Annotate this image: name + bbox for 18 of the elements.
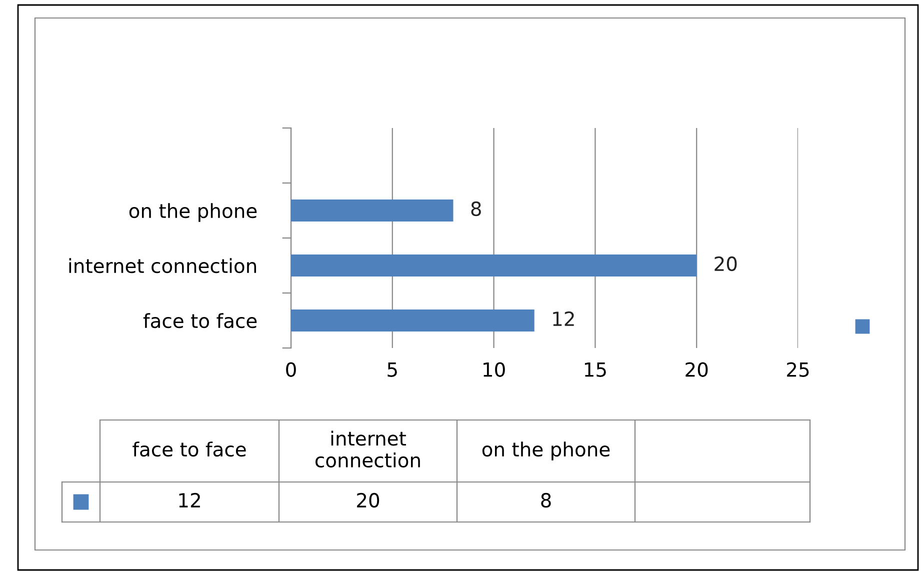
- y-tick-label: face to face: [143, 313, 257, 328]
- x-tick-label: 15: [584, 362, 606, 377]
- data-label: 12: [553, 311, 574, 326]
- x-tick-label: 5: [388, 362, 397, 377]
- category-label: internet connection: [316, 430, 420, 468]
- text: 12: [179, 492, 200, 508]
- y-tick-label: internet connection: [69, 258, 256, 274]
- text: 8: [541, 492, 551, 508]
- x-tick-label: 0: [286, 362, 296, 377]
- x-tick-label: 20: [686, 362, 708, 377]
- x-tick-label: 10: [484, 362, 505, 377]
- category-label: on the phone: [482, 442, 610, 460]
- data-label: 8: [471, 201, 481, 216]
- text: 20: [357, 492, 380, 508]
- x-tick-label: 25: [787, 362, 809, 377]
- data-label: 20: [714, 256, 737, 272]
- y-tick-label: on the phone: [129, 203, 257, 222]
- category-label: face to face: [132, 442, 246, 457]
